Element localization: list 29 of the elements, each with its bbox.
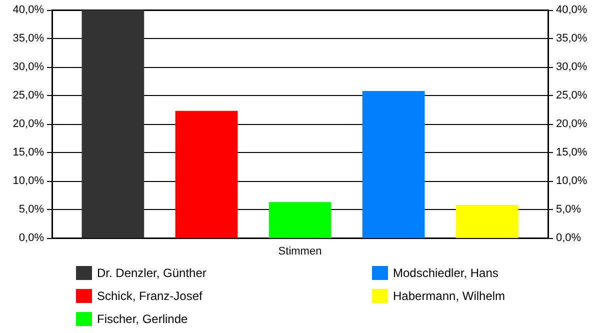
legend-label: Schick, Franz-Josef [97, 289, 204, 303]
legend-label: Modschiedler, Hans [393, 266, 498, 280]
y-tick-label: 10,0% [12, 175, 44, 187]
text: 25,0% [556, 90, 588, 102]
legend-label: Fischer, Gerlinde [97, 312, 188, 326]
bar [268, 202, 332, 238]
y-tick-label: 5,0% [18, 204, 44, 216]
bar [456, 204, 518, 238]
text: 35,0% [556, 32, 588, 44]
y-tick-label: 40,0% [12, 4, 44, 16]
y-tick-label: 35,0% [12, 32, 44, 44]
y-tick-label: 30,0% [12, 61, 44, 73]
text: 10,0% [556, 175, 588, 187]
text: 20,0% [556, 118, 588, 130]
y-tick-label: 20,0% [12, 118, 44, 130]
legend-label: Habermann, Wilhelm [393, 289, 506, 303]
x-tick-label: Stimmen [278, 246, 322, 258]
legend-label: Dr. Denzler, Günther [97, 266, 206, 280]
text: 0,0% [556, 232, 582, 244]
bar [175, 110, 238, 238]
text: 40,0% [556, 4, 588, 16]
bar [82, 10, 144, 238]
bar [362, 90, 425, 238]
y-tick-label: 25,0% [12, 90, 44, 102]
text: 5,0% [556, 204, 582, 216]
y-tick-label: 0,0% [18, 232, 44, 244]
text: 15,0% [556, 146, 588, 158]
y-tick-label: 15,0% [12, 146, 44, 158]
text: 30,0% [556, 61, 588, 73]
